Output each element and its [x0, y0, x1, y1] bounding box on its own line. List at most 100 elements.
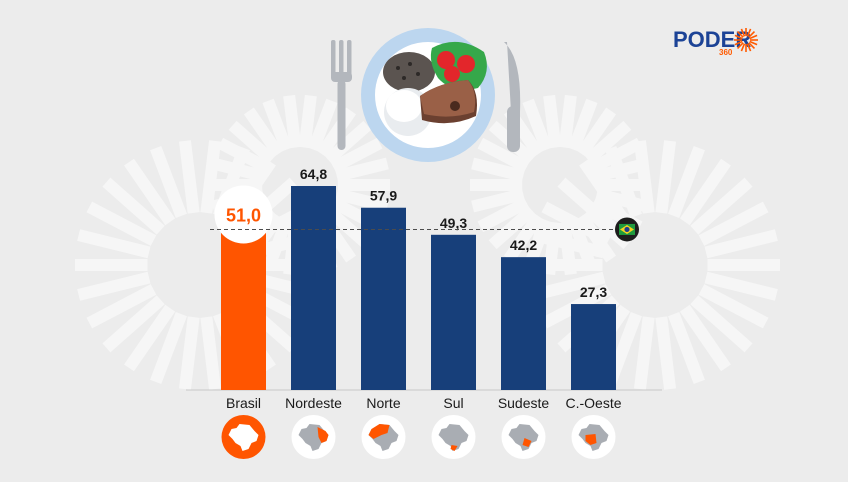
brazil-flag-icon	[615, 217, 639, 242]
knife-icon	[504, 42, 521, 152]
map-region-highlight	[585, 434, 597, 445]
sunburst-ray	[200, 316, 222, 390]
sunburst-ray	[335, 157, 389, 182]
fork-icon	[331, 40, 352, 150]
sunburst-ray	[243, 107, 284, 158]
sunburst-ray	[200, 140, 222, 214]
sunburst-ray	[567, 98, 598, 152]
map-shape	[228, 424, 259, 451]
logo-sub: 360	[719, 48, 733, 57]
map-region-highlight	[522, 438, 532, 447]
sunburst-ray	[698, 201, 769, 246]
map-region-highlight	[450, 445, 458, 451]
brazil-map-icon	[501, 415, 546, 459]
sunburst-ray	[698, 284, 769, 329]
logo-sun-ray	[734, 40, 743, 46]
sunburst-ray	[471, 157, 525, 182]
sunburst-ray	[150, 145, 187, 219]
sunburst-ray	[595, 188, 649, 213]
bar-sudeste	[501, 257, 546, 390]
logo-sun-ray	[734, 34, 743, 40]
logo-sun-ray	[740, 28, 746, 37]
logo-sun-ray	[746, 28, 752, 37]
sunburst-ray	[590, 137, 643, 173]
map-region-highlight	[368, 424, 390, 439]
sunburst-ray	[283, 94, 302, 149]
sunburst-ray	[178, 316, 200, 390]
sunburst-ray	[477, 137, 530, 173]
sunburst-ray	[316, 107, 357, 158]
map-shape	[508, 424, 539, 451]
sunburst-ray	[668, 145, 705, 219]
sunburst-ray	[102, 295, 165, 353]
category-label: C.-Oeste	[565, 395, 621, 411]
map-region-highlight	[317, 427, 329, 443]
category-label: Sul	[443, 395, 463, 411]
value-label: 51,0	[226, 205, 261, 225]
sunburst-ray	[228, 120, 276, 165]
sunburst-ray	[503, 212, 544, 263]
sunburst-ray	[543, 221, 562, 276]
category-label: Norte	[366, 395, 400, 411]
sunburst-ray	[330, 137, 383, 173]
sunburst-ray	[488, 205, 536, 250]
brazil-map-icon	[221, 415, 266, 459]
logo-sun-ray	[736, 42, 744, 50]
poder360-logo: PODER 360	[673, 27, 758, 57]
sunburst-ray	[668, 311, 705, 385]
sunburst-ray	[211, 157, 265, 182]
sunburst-ray	[655, 140, 677, 214]
sunburst-ray	[655, 316, 677, 390]
value-labels-group: 51,0 64,8 57,9 49,3 42,2 27,3	[214, 166, 607, 300]
logo-sun-ray	[740, 43, 746, 52]
sunburst-ray	[567, 218, 598, 272]
sunburst-ray	[262, 98, 293, 152]
sunburst-ray	[704, 229, 778, 259]
category-label: Sudeste	[498, 395, 550, 411]
brazil-map-icon	[291, 415, 336, 459]
sunburst-ray	[477, 197, 530, 233]
sunburst-ray	[217, 137, 270, 173]
category-label: Brasil	[226, 395, 261, 411]
sunburst-ray	[307, 98, 338, 152]
sunburst-ray	[690, 177, 753, 235]
sunburst-ray	[522, 98, 553, 152]
logo-sun-ray	[749, 40, 758, 46]
logo-sun-ray	[748, 42, 756, 50]
bar-sul	[431, 234, 476, 390]
logo-sun-ray	[749, 34, 758, 40]
bars-group	[221, 186, 616, 390]
flag-blue	[624, 226, 630, 233]
value-label: 27,3	[580, 284, 607, 300]
sunburst-ray	[77, 229, 151, 259]
sunburst-ray	[262, 218, 293, 272]
logo-sun-icon	[734, 28, 758, 52]
value-label: 42,2	[510, 237, 537, 253]
brazil-map-icon	[431, 415, 476, 459]
bar-nordeste	[291, 186, 336, 390]
sunburst-ray	[679, 304, 731, 372]
category-labels-group: Brasil Nordeste Norte Sul Sudeste C.-Oeste	[226, 395, 622, 411]
sunburst-ray	[150, 311, 187, 385]
sunburst-ray	[298, 94, 317, 149]
sunburst-ray	[690, 295, 753, 353]
sunburst-ray	[471, 188, 525, 213]
sunburst-ray	[86, 284, 157, 329]
sunburst-ray	[86, 201, 157, 246]
food-plate-icon	[361, 28, 495, 162]
highlight-label-bubble	[214, 185, 273, 244]
logo-sun-ray	[746, 43, 752, 52]
sunburst-ray	[102, 177, 165, 235]
sunburst-ray	[335, 188, 389, 213]
sunburst-ray	[584, 120, 632, 165]
bar-coeste	[571, 304, 616, 390]
sunburst-ray	[576, 212, 617, 263]
sunburst-ray	[679, 158, 731, 226]
bar-brasil	[221, 229, 266, 390]
brazil-map-icon	[361, 415, 406, 459]
category-label: Nordeste	[285, 395, 342, 411]
sunburst-ray	[77, 271, 151, 301]
value-label: 57,9	[370, 188, 397, 204]
